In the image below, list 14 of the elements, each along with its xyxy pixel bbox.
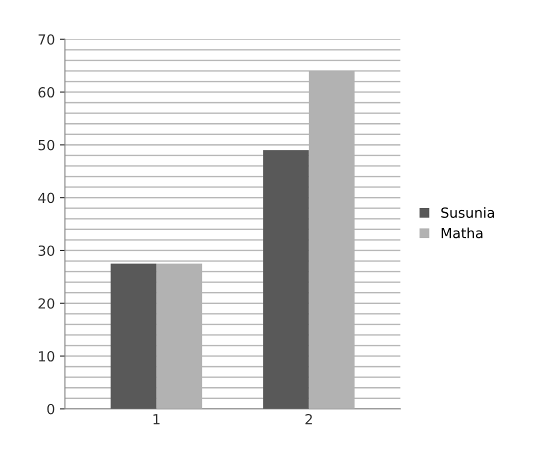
y-tick-label: 10 — [39, 351, 54, 362]
x-tick-label: 1 — [154, 414, 160, 424]
y-tick-label: 20 — [38, 298, 54, 309]
x-tick-label: 2 — [305, 414, 312, 424]
legend-label: Matha — [442, 228, 482, 238]
y-tick-label: 30 — [38, 245, 54, 256]
bar — [263, 150, 309, 409]
y-tick-label: 40 — [38, 192, 54, 204]
y-tick-label: 70 — [38, 34, 54, 45]
bar — [110, 264, 156, 409]
y-tick-label: 0 — [47, 404, 54, 414]
y-tick-label: 50 — [38, 140, 54, 150]
y-tick-label: 60 — [38, 87, 54, 98]
legend-label: Susunia — [441, 207, 494, 218]
